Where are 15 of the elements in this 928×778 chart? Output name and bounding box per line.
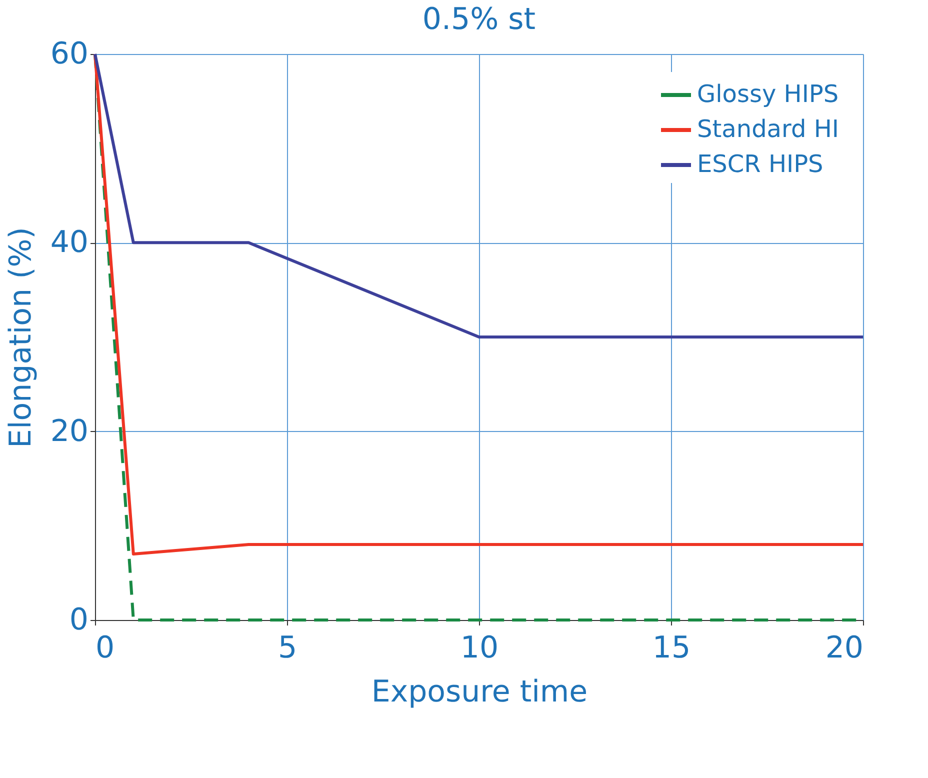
y-tick-label: 20: [50, 414, 88, 449]
y-axis-title: Elongation (%): [3, 226, 38, 448]
y-tick-label: 60: [50, 36, 88, 72]
x-tick-label: 0: [96, 630, 115, 666]
x-tick-label: 20: [825, 630, 864, 666]
y-tick-label: 0: [69, 602, 88, 638]
legend-label: ESCR HIPS: [697, 150, 824, 178]
y-tick-label: 40: [50, 225, 88, 260]
chart-title: 0.5% st: [422, 2, 536, 37]
legend-label: Glossy HIPS: [697, 80, 839, 108]
x-axis-title: Exposure time: [371, 674, 588, 710]
legend-label: Standard HI: [697, 115, 839, 143]
x-tick-label: 10: [460, 630, 499, 666]
x-tick-label: 15: [652, 630, 691, 666]
x-tick-label: 5: [278, 630, 298, 666]
